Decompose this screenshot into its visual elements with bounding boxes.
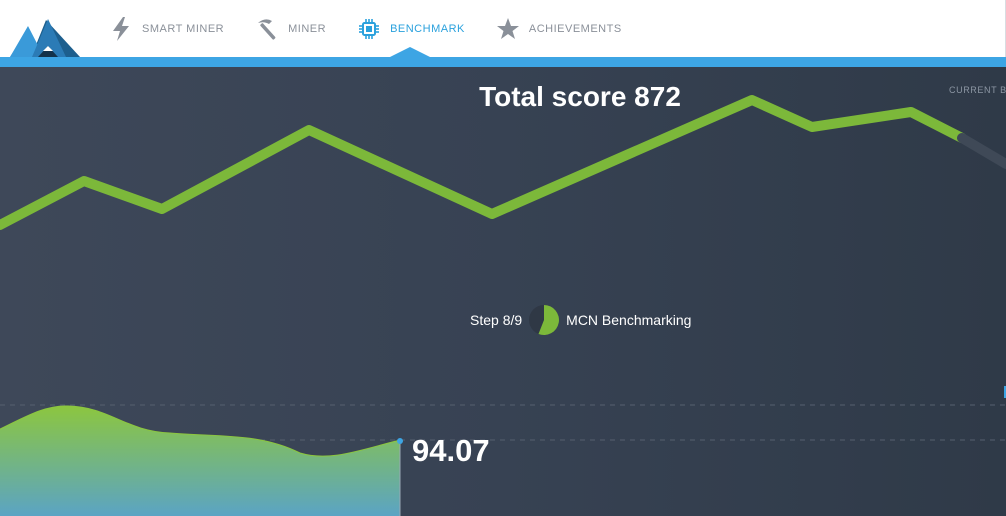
- live-area-top-edge: [0, 405, 401, 457]
- nav-tab-label: BENCHMARK: [390, 22, 465, 35]
- current-benchmark-value: 94.07: [412, 433, 490, 468]
- nav-tab-achievements[interactable]: ACHIEVEMENTS: [495, 0, 622, 57]
- main-nav: SMART MINER MINER: [108, 0, 652, 57]
- score-history-line-pending: [957, 133, 1006, 169]
- step-counter: Step 8/9: [470, 312, 523, 328]
- accent-bar: [0, 57, 1006, 67]
- step-name: MCN Benchmarking: [566, 312, 692, 328]
- nav-tab-miner[interactable]: MINER: [254, 0, 326, 57]
- score-history-line: [0, 95, 967, 230]
- nav-tab-label: MINER: [288, 22, 327, 35]
- lightning-icon: [108, 16, 134, 42]
- step-progress-pie-icon: [529, 305, 560, 335]
- star-icon: [495, 16, 521, 42]
- chip-icon: [356, 16, 382, 42]
- live-area-chart: [0, 405, 400, 516]
- benchmark-chart: [0, 95, 1006, 516]
- pickaxe-icon: [254, 16, 280, 42]
- nav-tab-label: SMART MINER: [142, 22, 225, 35]
- nav-tab-benchmark[interactable]: BENCHMARK: [356, 0, 465, 57]
- benchmark-panel: Total score 872 CURRENT BE Step 8/9 MCN …: [0, 67, 1006, 516]
- top-navigation-bar: SMART MINER MINER: [0, 0, 1006, 57]
- mountain-logo-icon[interactable]: [10, 10, 82, 60]
- total-score: Total score 872: [479, 81, 681, 112]
- step-indicator: Step 8/9 MCN Benchmarking: [470, 304, 691, 336]
- current-benchmark-label: CURRENT BE: [949, 85, 1006, 95]
- edge-scroll-marker: [1004, 386, 1006, 398]
- live-marker-dot: [397, 438, 403, 444]
- nav-tab-label: ACHIEVEMENTS: [528, 22, 622, 35]
- step-progress-slice: [538, 305, 560, 335]
- nav-tab-smart-miner[interactable]: SMART MINER: [108, 0, 224, 57]
